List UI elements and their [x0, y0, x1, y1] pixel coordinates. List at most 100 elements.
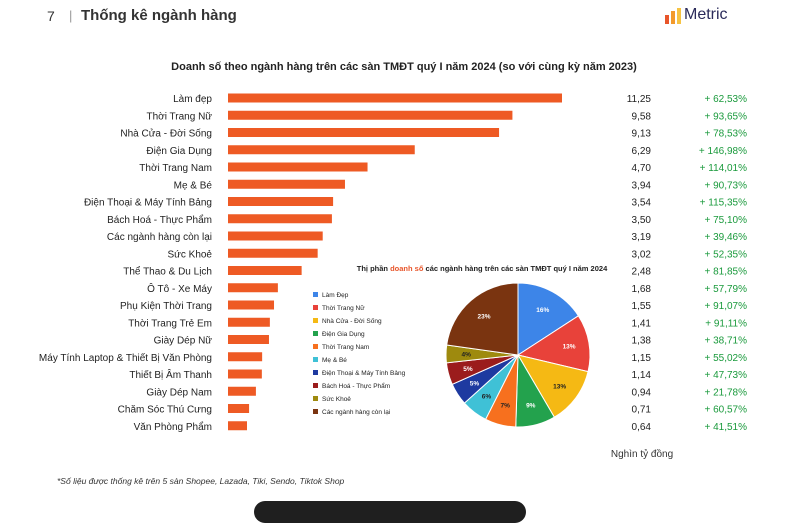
value-label: 1,55	[632, 301, 652, 312]
bar	[228, 283, 278, 293]
bar	[228, 317, 270, 327]
category-label: Bách Hoá - Thực Phẩm	[107, 214, 212, 226]
pie-slice	[446, 282, 519, 356]
bar	[228, 231, 323, 241]
category-label: Mẹ & Bé	[174, 180, 213, 191]
page-header: 7 | Thống kê ngành hàng Metric	[0, 0, 788, 36]
bar	[228, 162, 368, 172]
growth-label: + 114,01%	[700, 163, 747, 174]
legend-label: Các ngành hàng còn lại	[322, 409, 390, 416]
bar	[228, 369, 262, 379]
category-label: Các ngành hàng còn lại	[107, 232, 212, 243]
charts-canvas: Doanh số theo ngành hàng trên các sàn TM…	[39, 61, 747, 460]
pie-slice-label: 13%	[563, 344, 576, 351]
legend-swatch	[313, 305, 318, 310]
growth-label: + 90,73%	[704, 180, 747, 191]
legend-swatch	[313, 292, 318, 297]
footnote: *Số liệu được thống kê trên 5 sàn Shopee…	[57, 476, 345, 486]
page-number: 7	[47, 8, 55, 24]
growth-label: + 78,53%	[704, 129, 747, 140]
growth-label: + 75,10%	[704, 215, 747, 226]
value-label: 3,19	[632, 232, 652, 243]
growth-label: + 21,78%	[704, 387, 747, 398]
category-label: Thời Trang Nam	[139, 163, 212, 174]
category-label: Giày Dép Nam	[146, 387, 212, 398]
bottom-overlay-bar	[254, 501, 526, 523]
category-label: Điện Gia Dụng	[146, 146, 212, 157]
category-label: Thể Thao & Du Lịch	[123, 266, 212, 278]
pie-slice-label: 5%	[470, 381, 480, 388]
value-label: 1,38	[632, 336, 652, 347]
category-label: Thời Trang Nữ	[147, 111, 213, 122]
pie-slice-label: 4%	[461, 352, 471, 359]
legend-swatch	[313, 344, 318, 349]
category-label: Văn Phòng Phẩm	[134, 421, 212, 433]
category-label: Thiết Bị Âm Thanh	[129, 368, 212, 381]
legend-swatch	[313, 396, 318, 401]
legend-swatch	[313, 383, 318, 388]
value-label: 0,71	[632, 405, 652, 416]
legend-label: Nhà Cửa - Đời Sống	[322, 316, 382, 325]
legend-label: Điện Gia Dụng	[322, 331, 365, 338]
category-label: Giày Dép Nữ	[154, 336, 213, 347]
bar	[228, 179, 345, 189]
pie-chart-title: Thị phần doanh số các ngành hàng trên cá…	[357, 264, 608, 273]
legend-label: Điện Thoại & Máy Tính Bảng	[322, 370, 406, 377]
legend-label: Làm Đẹp	[322, 292, 349, 299]
value-label: 3,02	[632, 249, 652, 260]
growth-label: + 62,53%	[704, 94, 747, 105]
growth-label: + 47,73%	[704, 370, 747, 381]
pie-slice-label: 9%	[526, 403, 536, 410]
pie-legend: Làm Đẹp Thời Trang Nữ Nhà Cửa - Đời Sống Đi…	[313, 292, 406, 416]
value-label: 2,48	[632, 267, 652, 278]
bar	[228, 386, 256, 396]
category-label: Chăm Sóc Thú Cưng	[118, 405, 212, 416]
pie-slice-label: 7%	[501, 403, 511, 410]
category-label: Máy Tính Laptop & Thiết Bị Văn Phòng	[39, 352, 212, 364]
bar	[228, 421, 248, 431]
metric-logo-icon	[665, 8, 681, 24]
growth-label: + 52,35%	[704, 249, 747, 260]
pie-slice	[517, 282, 580, 356]
value-label: 6,29	[632, 146, 652, 157]
value-label: 1,15	[632, 353, 652, 364]
bar	[228, 110, 513, 120]
bar	[228, 335, 269, 344]
bar	[228, 404, 250, 413]
page-title: Thống kê ngành hàng	[81, 7, 237, 24]
growth-label: + 60,57%	[704, 405, 747, 416]
value-label: 1,68	[632, 284, 652, 295]
legend-swatch	[313, 318, 318, 323]
legend-label: Thời Trang Nữ	[322, 305, 365, 312]
value-label: 3,50	[632, 215, 652, 226]
bar	[228, 93, 562, 103]
unit-label: Nghìn tỷ đồng	[611, 448, 673, 460]
bar	[228, 214, 332, 224]
category-label: Sức Khoẻ	[168, 249, 213, 260]
growth-label: + 57,79%	[704, 284, 747, 295]
value-label: 1,41	[632, 318, 652, 329]
value-label: 11,25	[627, 94, 652, 105]
legend-label: Thời Trang Nam	[322, 344, 369, 351]
category-label: Điện Thoại & Máy Tính Bảng	[84, 198, 212, 209]
pie-slice-label: 23%	[477, 313, 490, 320]
pie-title-part-2: các ngành hàng trên các sàn TMĐT quý I n…	[423, 264, 608, 273]
bar-chart: Làm đẹp 11,25 + 62,53% Thời Trang Nữ 9,58 + 9…	[39, 93, 747, 433]
bar	[228, 248, 318, 258]
value-label: 0,64	[632, 422, 652, 433]
value-label: 9,13	[632, 129, 652, 140]
category-label: Thời Trang Trẻ Em	[128, 318, 212, 329]
growth-label: + 146,98%	[699, 146, 747, 157]
pie-slice-label: 6%	[482, 394, 492, 401]
legend-swatch	[313, 370, 318, 375]
pie-chart: 16%13%13%9%7%6%5%5%4%23%	[445, 282, 591, 428]
growth-label: + 81,85%	[704, 267, 747, 278]
metric-logo-text: Metric	[684, 6, 728, 23]
header-separator: |	[69, 8, 73, 23]
growth-label: + 115,35%	[700, 198, 747, 209]
growth-label: + 38,71%	[704, 336, 747, 347]
category-label: Làm đẹp	[173, 94, 212, 105]
category-label: Phụ Kiện Thời Trang	[120, 301, 212, 312]
legend-swatch	[313, 357, 318, 362]
value-label: 3,94	[632, 180, 652, 191]
